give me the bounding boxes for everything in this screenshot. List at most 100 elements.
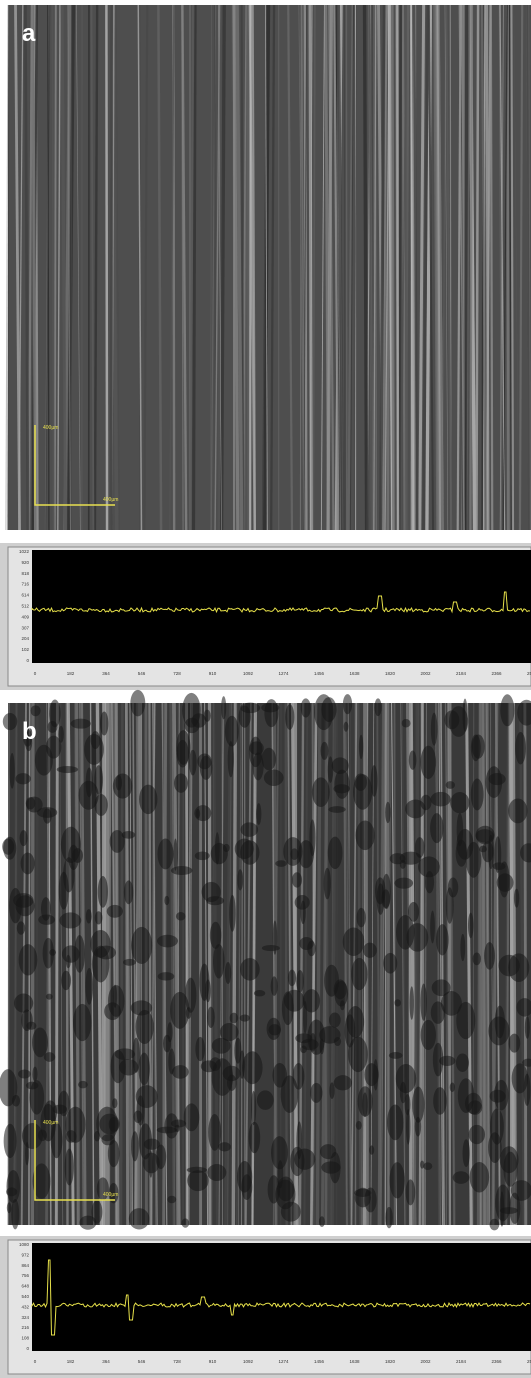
debris (356, 907, 366, 928)
groove (270, 4, 276, 531)
debris (431, 979, 451, 997)
groove (14, 4, 22, 531)
debris (348, 1036, 368, 1073)
debris (295, 1033, 313, 1044)
debris (195, 1036, 206, 1062)
x-tick-label: 546 (138, 1359, 146, 1364)
debris (460, 933, 466, 962)
debris (414, 837, 425, 858)
groove (433, 4, 440, 531)
debris (143, 1138, 160, 1150)
debris (203, 709, 211, 722)
debris (385, 1206, 393, 1229)
debris (420, 983, 427, 1021)
groove (26, 4, 31, 531)
debris (171, 1065, 189, 1079)
x-tick-label: 1456 (314, 1359, 325, 1364)
debris (355, 820, 375, 851)
debris (354, 773, 367, 791)
debris (237, 869, 244, 891)
groove (349, 4, 355, 531)
groove (320, 4, 325, 531)
debris (248, 1121, 261, 1154)
debris (408, 750, 417, 770)
debris (405, 1179, 416, 1206)
debris (280, 1075, 299, 1113)
groove (204, 702, 209, 1226)
debris (484, 942, 495, 970)
x-tick-label: 910 (209, 671, 217, 676)
groove (503, 4, 508, 531)
debris (364, 1187, 377, 1213)
debris (342, 694, 353, 715)
debris (56, 765, 79, 774)
debris (170, 1119, 187, 1128)
debris (72, 848, 83, 863)
debris (218, 1142, 231, 1152)
groove (347, 4, 355, 531)
x-tick-label: 728 (173, 671, 181, 676)
groove (298, 4, 305, 531)
debris (462, 698, 468, 732)
debris (224, 715, 239, 747)
groove (475, 4, 480, 531)
groove (362, 4, 369, 531)
debris (157, 838, 174, 870)
groove (249, 4, 252, 531)
debris (6, 1170, 21, 1203)
debris (45, 993, 53, 1000)
debris (381, 873, 391, 910)
debris (65, 954, 71, 969)
y-tick-label: 972 (21, 1252, 29, 1257)
debris (94, 911, 103, 925)
groove (303, 4, 308, 531)
debris (433, 1087, 447, 1115)
groove (7, 4, 9, 531)
debris (106, 904, 123, 918)
debris (21, 1123, 43, 1150)
debris (481, 841, 494, 863)
groove (111, 702, 118, 1226)
y-tick-label: 756 (21, 1273, 29, 1278)
debris (468, 1124, 486, 1145)
debris (256, 803, 262, 825)
debris (399, 851, 422, 865)
debris (333, 1037, 342, 1047)
debris (49, 699, 61, 728)
groove (506, 4, 510, 531)
debris (355, 1120, 362, 1130)
debris (164, 895, 170, 906)
y-tick-label: 0 (26, 1346, 29, 1351)
debris (495, 1184, 511, 1222)
debris (16, 921, 26, 935)
debris (272, 920, 278, 955)
groove (51, 4, 55, 531)
debris (509, 1192, 521, 1225)
debris (263, 769, 284, 786)
debris (342, 927, 365, 957)
debris (131, 1131, 139, 1162)
debris (58, 725, 64, 743)
debris (209, 1057, 222, 1071)
debris (78, 1080, 88, 1089)
debris (182, 692, 201, 728)
x-tick-label: 1820 (385, 1359, 396, 1364)
debris (19, 830, 28, 847)
groove (445, 4, 453, 531)
debris (156, 934, 179, 948)
debris (401, 719, 411, 728)
debris (266, 1017, 281, 1041)
debris (43, 1100, 58, 1124)
debris (96, 1106, 118, 1142)
debris (296, 969, 304, 993)
debris (85, 967, 94, 1005)
groove (110, 4, 113, 531)
debris (6, 1202, 12, 1214)
debris (406, 923, 429, 952)
groove (482, 702, 487, 1226)
groove (157, 4, 163, 531)
debris (25, 797, 36, 810)
scale-label: 400µm (43, 1120, 58, 1126)
debris (208, 1113, 222, 1151)
debris (475, 829, 494, 843)
